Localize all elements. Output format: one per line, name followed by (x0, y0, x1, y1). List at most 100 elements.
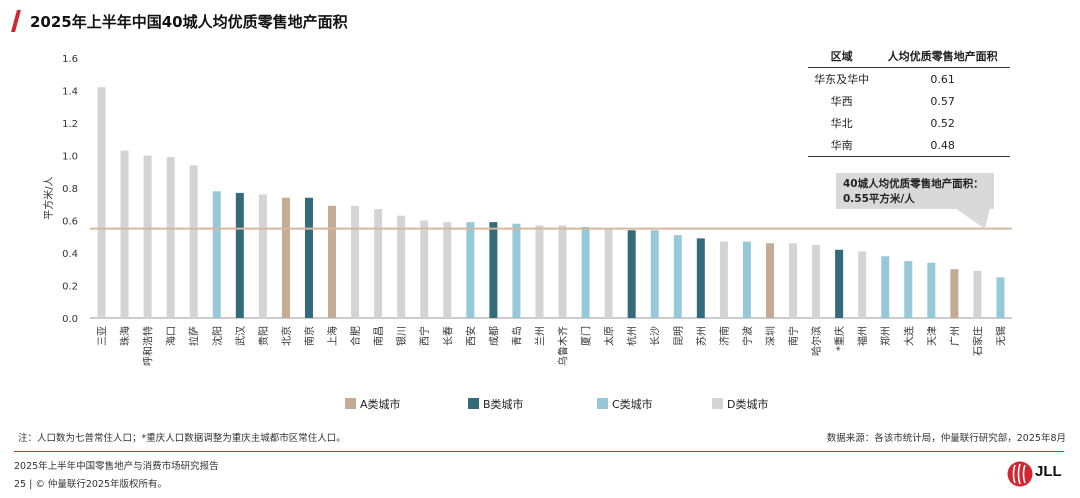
footer-divider (14, 451, 1064, 452)
table-row: 华北 0.52 (808, 112, 1010, 134)
x-tick-label: 西宁 (418, 326, 431, 346)
x-tick-label: 太原 (603, 326, 616, 346)
bar-太原 (604, 228, 613, 318)
region-value: 0.57 (930, 94, 955, 108)
bars (97, 87, 1005, 318)
legend-swatch-b (468, 398, 479, 409)
region-table: 区域 人均优质零售地产面积 华东及华中 0.61 华西 0.57 华北 0.52… (808, 46, 1010, 157)
x-tick-label: 石家庄 (971, 326, 984, 356)
x-tick-label: 深圳 (765, 326, 777, 346)
y-tick-label: 0.6 (62, 217, 78, 228)
average-callout: 40城人均优质零售地产面积： 0.55平方米/人 (836, 173, 994, 209)
bar-海口 (166, 157, 175, 318)
y-tick-label: 1.6 (62, 54, 78, 65)
region-name: 华东及华中 (814, 73, 870, 86)
region-value: 0.52 (930, 116, 955, 130)
title-bar: 2025年上半年中国40城人均优质零售地产面积 (11, 10, 1064, 34)
callout-line2: 0.55平方米/人 (843, 193, 915, 205)
bar-乌鲁木齐 (558, 225, 567, 318)
callout-line1: 40城人均优质零售地产面积： (843, 178, 984, 190)
x-tick-label: 呼和浩特 (143, 326, 155, 366)
x-tick-label: 兰州 (533, 326, 546, 346)
region-header: 区域 (808, 46, 876, 68)
legend-item-c: C类城市 (597, 396, 653, 412)
x-tick-label: 贵阳 (257, 326, 270, 346)
bar-chart: 0.0 0.2 0.4 0.6 0.8 1.0 1.2 1.4 1.6 三亚 珠海 呼和浩特 海口 拉萨… (42, 54, 1012, 366)
area-header: 人均优质零售地产面积 (875, 46, 1010, 68)
x-tick-label: 杭州 (626, 326, 639, 346)
bar-哈尔滨 (812, 244, 821, 318)
logo-wordmark: JLL (1035, 463, 1062, 480)
legend-swatch-d (712, 398, 723, 409)
region-name: 华西 (830, 95, 853, 108)
bar-天津 (927, 262, 936, 318)
x-tick-label: 乌鲁木齐 (557, 326, 570, 366)
y-axis-label: 平方米/人 (42, 176, 55, 219)
bar-长春 (443, 222, 452, 318)
bar-长沙 (650, 230, 659, 318)
x-tick-label: 天津 (926, 326, 938, 346)
bar-上海 (328, 205, 337, 318)
bar-深圳 (765, 243, 774, 318)
bar-武汉 (235, 192, 244, 318)
bar-苏州 (696, 238, 705, 318)
bar-贵阳 (258, 194, 267, 318)
legend-label-b: B类城市 (483, 398, 524, 411)
bar-北京 (281, 197, 290, 318)
x-tick-label: 宁波 (741, 326, 754, 346)
bar-兰州 (535, 225, 544, 318)
x-tick-label: *重庆 (833, 326, 846, 351)
x-tick-label: 南京 (303, 326, 316, 346)
bar-石家庄 (973, 270, 982, 318)
y-tick-label: 0.4 (62, 249, 78, 260)
bar-呼和浩特 (143, 155, 152, 318)
bar-杭州 (627, 230, 636, 318)
bar-珠海 (120, 150, 129, 318)
x-tick-label: 沈阳 (211, 326, 224, 346)
y-tick-label: 1.2 (62, 119, 78, 130)
legend-item-d: D类城市 (712, 396, 768, 412)
x-tick-label: 合肥 (349, 326, 362, 346)
x-tick-label: 成都 (488, 326, 500, 346)
bar-三亚 (97, 87, 106, 318)
y-tick-label: 0.2 (62, 282, 78, 293)
bar-福州 (858, 251, 867, 318)
bar-南宁 (789, 243, 798, 318)
x-tick-label: 郑州 (879, 326, 892, 346)
x-tick-label: 珠海 (119, 326, 132, 346)
y-tick-label: 0.0 (62, 314, 78, 325)
bar-济南 (719, 241, 728, 318)
y-tick-label: 0.8 (62, 184, 78, 195)
legend-item-a: A类城市 (345, 396, 401, 412)
data-source: 数据来源：各该市统计局，仲量联行研究部，2025年8月 (826, 433, 1066, 444)
y-tick-label: 1.0 (62, 152, 78, 163)
x-tick-label: 北京 (280, 326, 293, 346)
x-tick-label: 南昌 (372, 326, 385, 346)
bar-郑州 (881, 256, 890, 318)
x-tick-label: 长沙 (650, 326, 662, 346)
x-tick-label: 厦门 (580, 326, 593, 346)
x-tick-label: 上海 (326, 326, 339, 346)
x-tick-label: 昆明 (673, 326, 685, 346)
y-tick-label: 1.4 (62, 87, 78, 98)
jll-logo-icon (1007, 461, 1033, 487)
bar-南昌 (374, 209, 383, 318)
table-row: 华西 0.57 (808, 90, 1010, 112)
table-row: 华东及华中 0.61 (808, 68, 1010, 91)
bar-厦门 (581, 227, 590, 318)
legend-item-b: B类城市 (468, 396, 524, 412)
legend-label-c: C类城市 (612, 398, 653, 411)
jll-logo: JLL (1007, 459, 1071, 489)
x-tick-label: 西安 (464, 326, 477, 346)
bar-无锡 (996, 277, 1005, 318)
table-row: 华南 0.48 (808, 134, 1010, 157)
report-title: 2025年上半年中国零售地产与消费市场研究报告 (14, 461, 219, 472)
bar-大连 (904, 261, 913, 318)
x-tick-label: 福州 (856, 326, 869, 346)
x-tick-label: 三亚 (98, 326, 109, 346)
bar-拉萨 (189, 165, 198, 318)
legend-label-d: D类城市 (727, 398, 769, 411)
legend-swatch-a (345, 398, 356, 409)
legend-label-a: A类城市 (360, 398, 401, 411)
bar-沈阳 (212, 191, 221, 318)
